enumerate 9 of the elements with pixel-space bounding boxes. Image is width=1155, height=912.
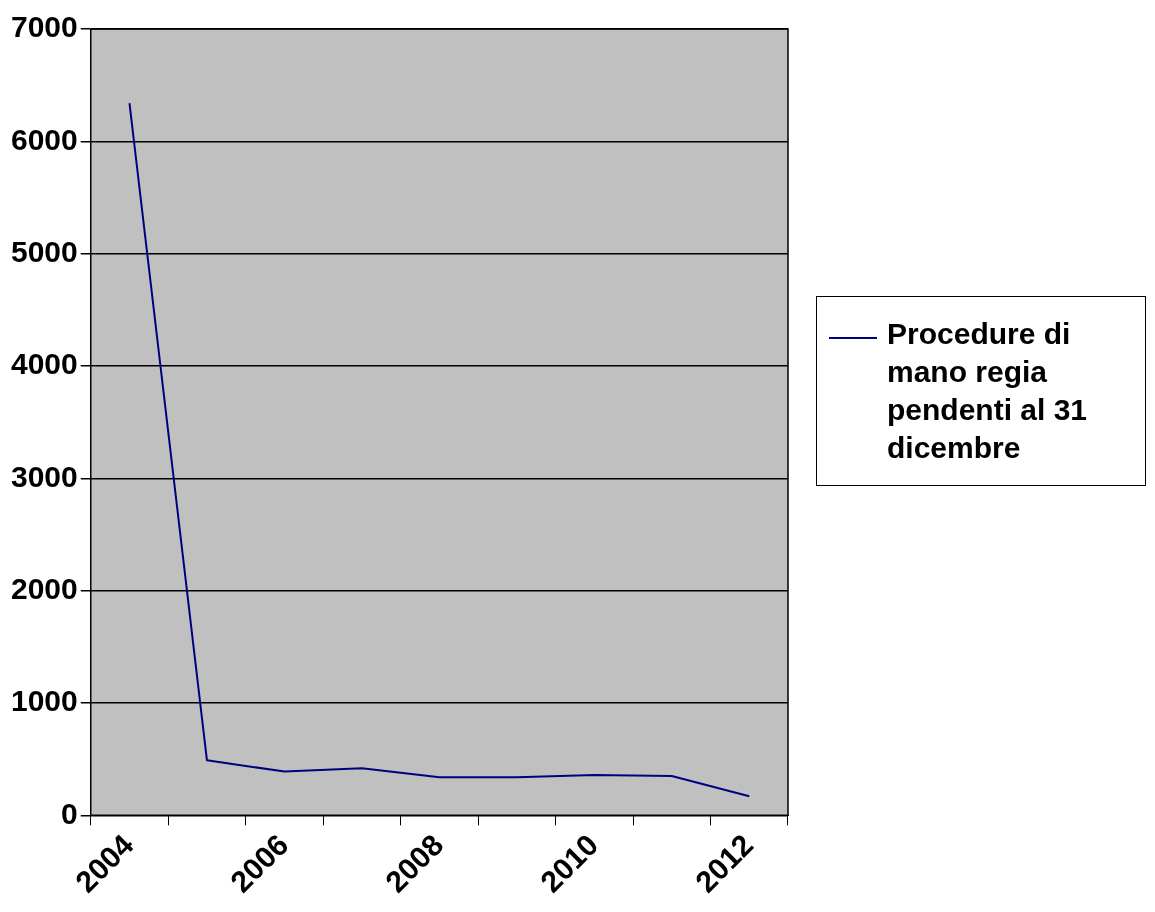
y-tick-label: 3000 xyxy=(10,459,78,493)
y-tick-label: 1000 xyxy=(10,684,78,718)
legend-label: Procedure di mano regia pendenti al 31 dicembre xyxy=(887,316,1089,466)
y-tick-label: 7000 xyxy=(10,10,78,44)
y-tick-label: 6000 xyxy=(10,122,78,156)
y-tick-label: 5000 xyxy=(10,234,78,268)
y-tick-label: 4000 xyxy=(10,347,78,381)
y-tick-label: 2000 xyxy=(10,571,78,605)
y-tick-label: 0 xyxy=(61,796,78,830)
